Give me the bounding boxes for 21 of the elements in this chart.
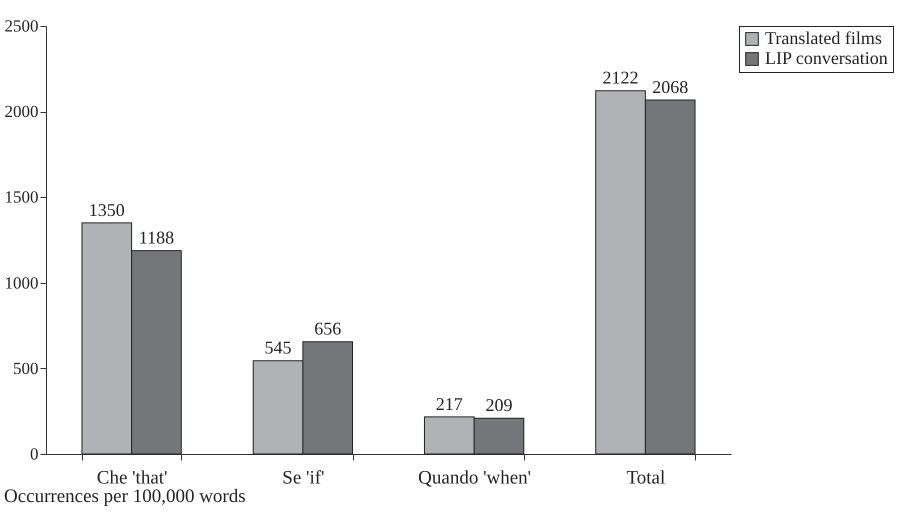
data-label: 2068 bbox=[652, 76, 688, 97]
data-label: 209 bbox=[485, 395, 512, 416]
y-tick-label: 500 bbox=[13, 358, 38, 378]
x-tick-label: Se 'if' bbox=[282, 468, 324, 488]
text: Occurrences per 100,000 words bbox=[4, 486, 246, 508]
y-tick-label: 2000 bbox=[4, 102, 38, 122]
legend-label: LIP conversation bbox=[765, 48, 888, 68]
data-label: 217 bbox=[436, 394, 463, 414]
x-tick-label: Quando 'when' bbox=[418, 468, 532, 488]
data-label: 2122 bbox=[602, 68, 639, 88]
data-label: 1350 bbox=[88, 200, 125, 220]
y-tick-label: 0 bbox=[30, 444, 38, 464]
y-tick-label: 1000 bbox=[4, 273, 38, 292]
y-tick-label: 2500 bbox=[4, 16, 38, 36]
x-tick-label: Total bbox=[626, 468, 666, 488]
x-tick-label: Che 'that' bbox=[96, 468, 168, 488]
legend-label: Translated films bbox=[765, 28, 882, 48]
data-label: 1188 bbox=[138, 228, 174, 248]
data-label: 545 bbox=[264, 338, 292, 358]
data-label: 656 bbox=[314, 318, 342, 339]
y-tick-label: 1500 bbox=[4, 188, 38, 207]
